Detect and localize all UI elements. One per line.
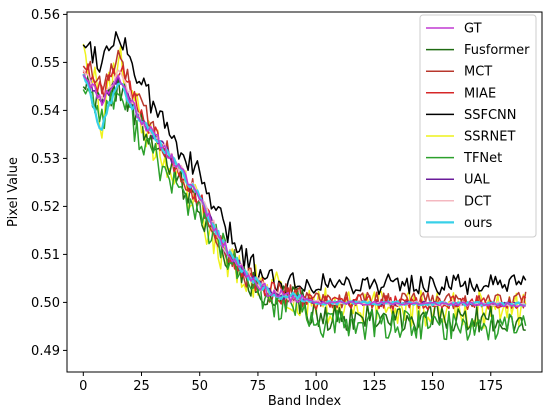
x-tick-label: 25	[133, 379, 150, 394]
series-line-tfnet	[82, 87, 527, 341]
x-axis-title: Band Index	[268, 394, 342, 409]
legend-label-ual: UAL	[464, 173, 490, 188]
legend-label-tfnet: TFNet	[463, 151, 502, 166]
legend-label-gt: GT	[464, 22, 482, 37]
y-tick-label: 0.50	[31, 296, 60, 311]
x-tick-label: 100	[304, 379, 329, 394]
x-axis: 0 25 50 75 100 125 150 175	[79, 372, 503, 394]
x-tick-label: 50	[191, 379, 208, 394]
x-tick-label: 125	[362, 379, 387, 394]
y-tick-label: 0.52	[31, 200, 60, 215]
legend: GT Fusformer MCT MIAE SSFCNN SSRNET TFNet UAL DC…	[419, 14, 537, 238]
series-line-miae	[82, 63, 527, 311]
y-axis: 0.49 0.50 0.51 0.52 0.53 0.54 0.55 0.56	[31, 8, 67, 359]
x-tick-label: 175	[478, 379, 503, 394]
legend-label-dct: DCT	[464, 194, 491, 209]
y-tick-label: 0.53	[31, 152, 60, 167]
y-tick-label: 0.54	[31, 104, 60, 119]
legend-label-mct: MCT	[464, 65, 492, 80]
y-tick-label: 0.55	[31, 56, 60, 71]
legend-label-ssrnet: SSRNET	[464, 130, 515, 145]
series-layer	[82, 31, 527, 341]
plot-frame	[66, 11, 543, 373]
x-tick-label: 150	[420, 379, 445, 394]
legend-label-ours: ours	[464, 216, 493, 231]
y-tick-label: 0.51	[31, 248, 60, 263]
y-tick-label: 0.56	[31, 8, 60, 23]
series-line-ssfcnn	[82, 31, 527, 296]
y-tick-label: 0.49	[31, 344, 60, 359]
legend-label-fusformer: Fusformer	[464, 43, 530, 58]
y-axis-title: Pixel Value	[6, 157, 21, 227]
x-tick-label: 0	[79, 379, 87, 394]
series-line-gt	[82, 74, 526, 308]
legend-label-ssfcnn: SSFCNN	[464, 108, 517, 123]
legend-label-miae: MIAE	[464, 86, 496, 101]
x-tick-label: 75	[250, 379, 267, 394]
